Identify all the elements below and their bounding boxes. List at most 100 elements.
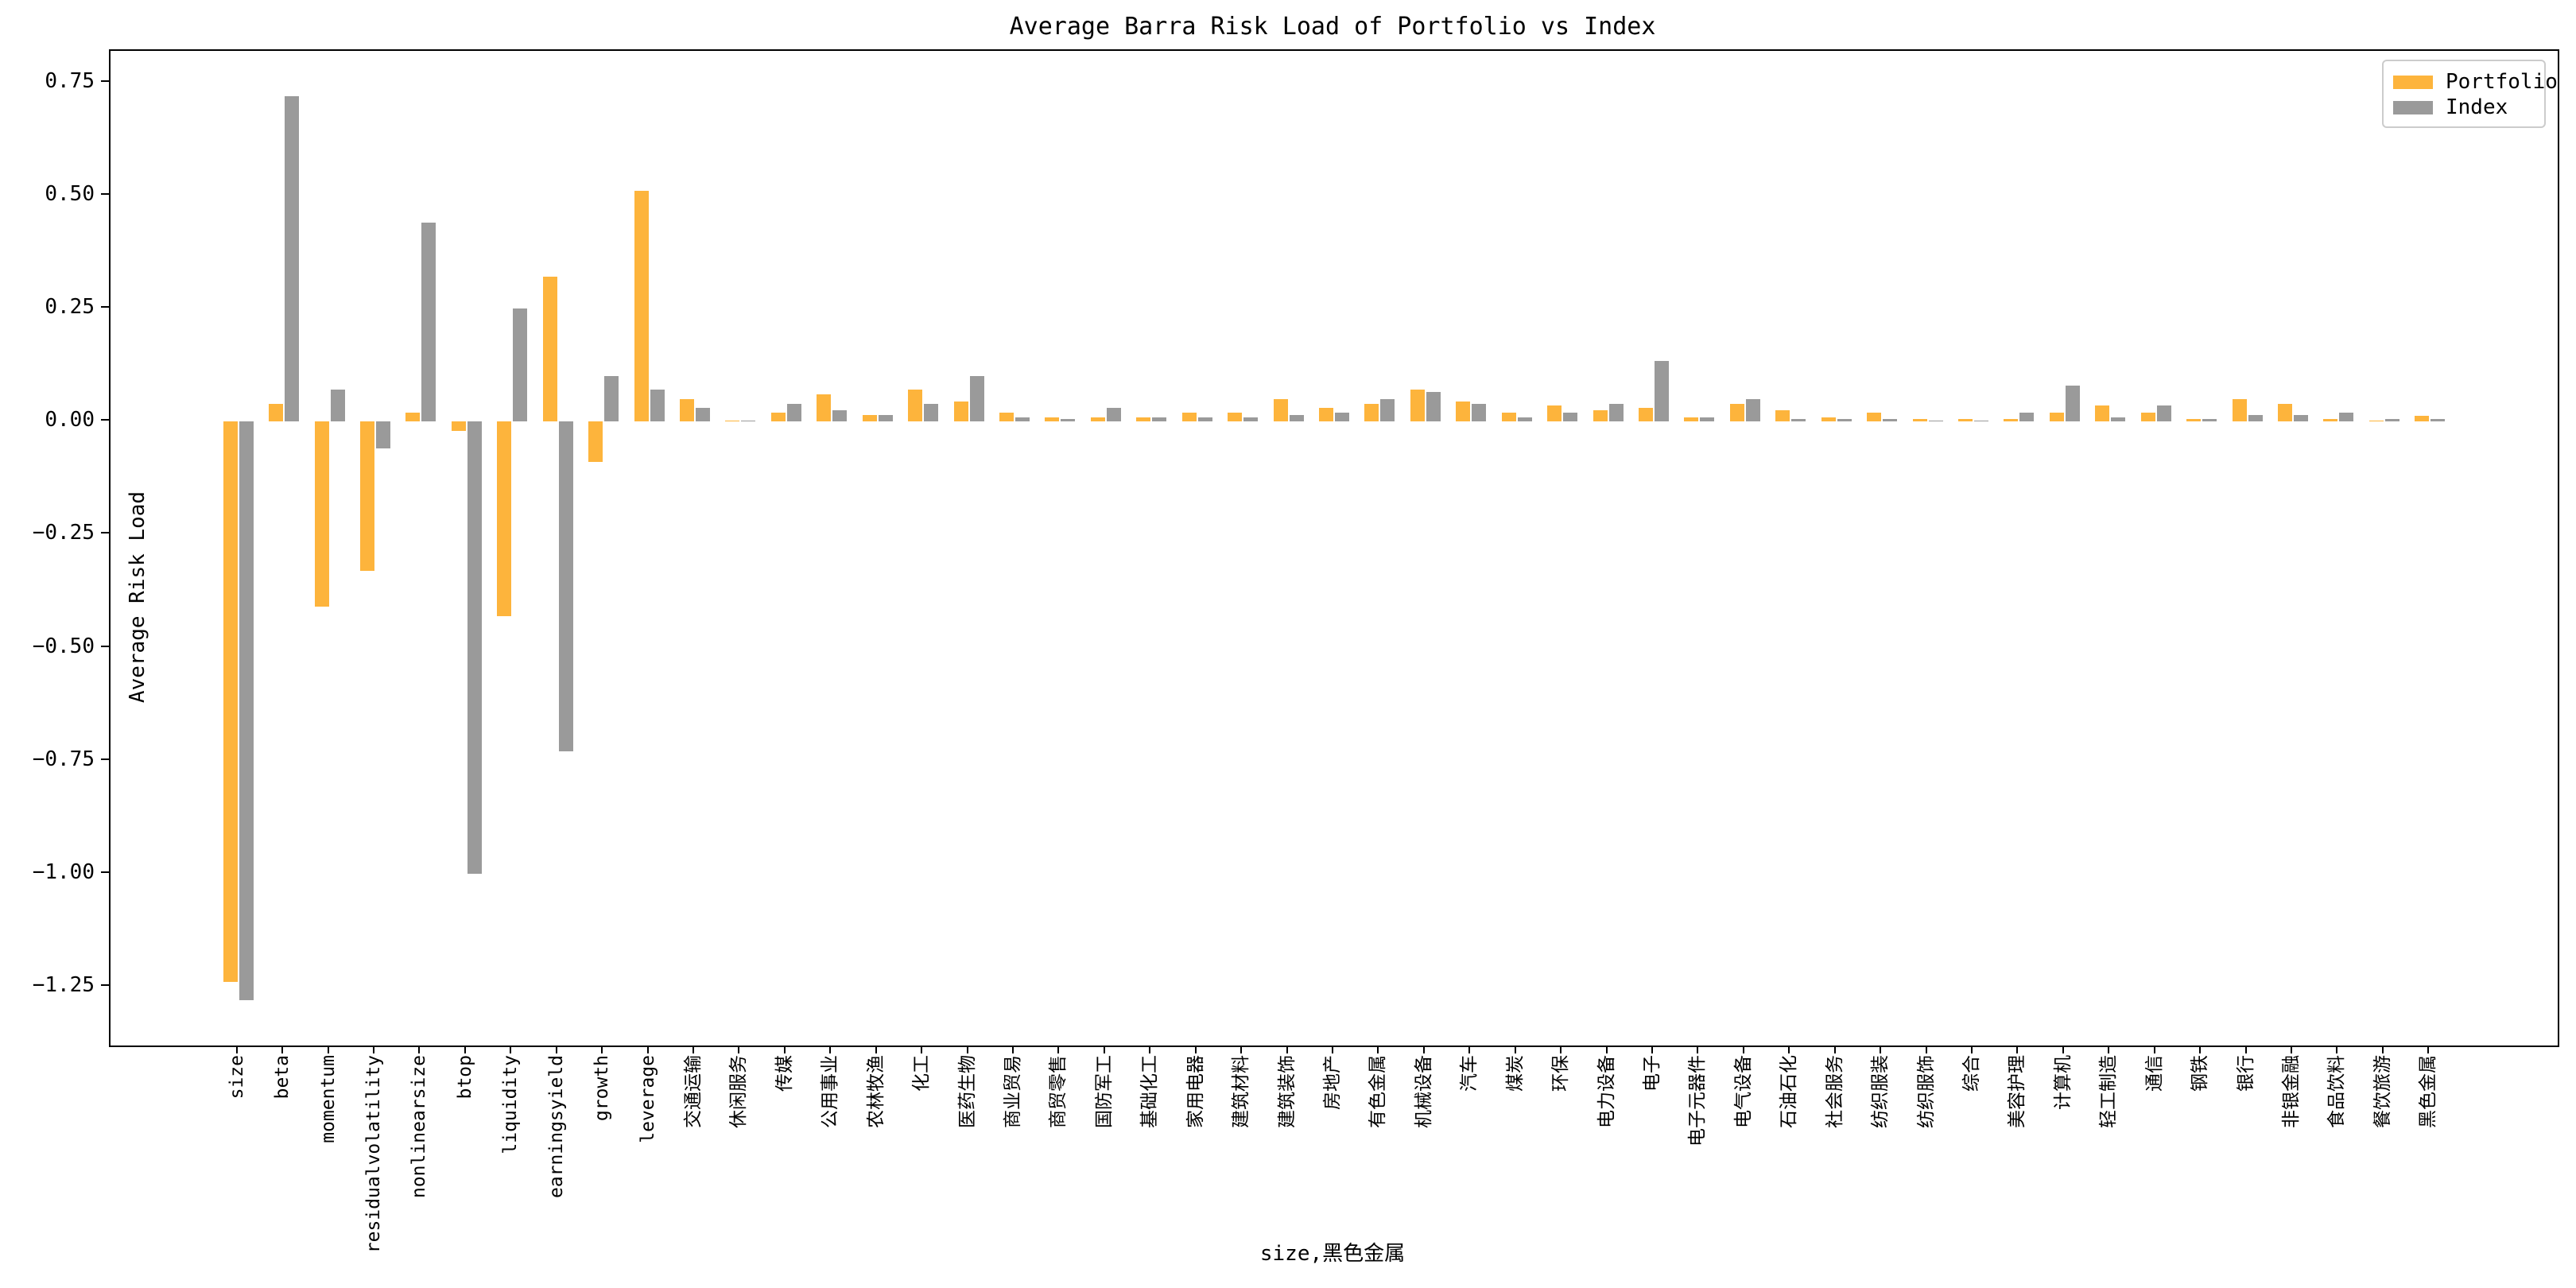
bar-index-btop — [467, 421, 482, 874]
x-tick-mark — [2336, 1046, 2338, 1053]
bar-portfolio-growth — [588, 421, 603, 463]
x-tick-label: leverage — [637, 1055, 658, 1143]
x-tick-label: 环保 — [1550, 1055, 1572, 1092]
x-tick-mark — [1194, 1046, 1197, 1053]
bar-portfolio-休闲服务 — [725, 420, 740, 422]
x-tick-label: 纺织服装 — [1870, 1055, 1891, 1128]
bar-index-电子 — [1655, 360, 1669, 422]
bar-index-化工 — [924, 403, 939, 422]
bar-portfolio-电力设备 — [1593, 410, 1608, 422]
bar-portfolio-电气设备 — [1729, 403, 1744, 422]
x-tick-label: 银行 — [2235, 1055, 2256, 1092]
bar-portfolio-纺织服装 — [1867, 412, 1882, 422]
bar-portfolio-通信 — [2140, 412, 2155, 422]
y-tick-mark — [101, 532, 109, 534]
bar-index-医药生物 — [969, 376, 984, 422]
bar-portfolio-环保 — [1547, 405, 1562, 422]
bar-index-建筑材料 — [1243, 417, 1259, 422]
bar-portfolio-电子元器件 — [1684, 417, 1699, 422]
x-tick-mark — [2291, 1046, 2292, 1053]
x-tick-label: 化工 — [911, 1055, 933, 1092]
x-tick-mark — [1833, 1046, 1836, 1053]
x-tick-mark — [1103, 1046, 1105, 1053]
bar-portfolio-国防军工 — [1090, 417, 1105, 422]
chart-title: Average Barra Risk Load of Portfolio vs … — [1009, 13, 1656, 41]
x-tick-label: 非银金融 — [2281, 1055, 2302, 1128]
x-tick-mark — [1332, 1046, 1333, 1053]
bar-portfolio-轻工制造 — [2095, 405, 2110, 422]
legend-item-index: Index — [2393, 95, 2544, 120]
bar-index-非银金融 — [2294, 414, 2308, 422]
x-tick-label: 综合 — [1961, 1055, 1982, 1092]
bar-index-公用事业 — [832, 410, 848, 422]
x-tick-mark — [418, 1046, 421, 1053]
x-tick-mark — [921, 1046, 923, 1053]
bar-index-基础化工 — [1152, 417, 1167, 422]
bar-portfolio-earningsyield — [542, 277, 557, 422]
bar-portfolio-商贸零售 — [1045, 417, 1060, 422]
x-tick-label: beta — [272, 1055, 293, 1100]
bar-portfolio-家用电器 — [1181, 412, 1197, 422]
x-tick-label: 社会服务 — [1824, 1055, 1845, 1128]
x-tick-mark — [1240, 1046, 1243, 1053]
bar-index-社会服务 — [1837, 419, 1852, 422]
x-tick-mark — [1011, 1046, 1014, 1053]
bar-portfolio-beta — [269, 403, 284, 422]
bar-portfolio-nonlinearsize — [405, 412, 421, 422]
x-tick-label: 建筑装饰 — [1276, 1055, 1298, 1128]
legend-label: Index — [2446, 95, 2508, 119]
x-tick-mark — [829, 1046, 832, 1053]
bar-index-轻工制造 — [2111, 417, 2126, 422]
x-tick-label: 传媒 — [774, 1055, 795, 1092]
bar-index-黑色金属 — [2431, 419, 2446, 422]
y-tick-mark — [101, 306, 109, 308]
bar-index-传媒 — [786, 403, 801, 422]
x-tick-label: liquidity — [500, 1055, 522, 1154]
bar-index-交通运输 — [695, 408, 710, 422]
bar-portfolio-美容护理 — [2004, 419, 2019, 422]
x-tick-label: 电气设备 — [1732, 1055, 1754, 1128]
legend: Portfolio Index — [2382, 60, 2558, 128]
bar-index-earningsyield — [558, 421, 573, 752]
x-tick-label: 基础化工 — [1139, 1055, 1161, 1128]
y-tick-mark — [101, 192, 109, 195]
bar-portfolio-食品饮料 — [2323, 419, 2338, 422]
bar-portfolio-煤炭 — [1501, 412, 1516, 422]
x-tick-label: size — [226, 1055, 247, 1100]
x-tick-mark — [1286, 1046, 1288, 1053]
x-tick-mark — [510, 1046, 512, 1053]
x-tick-mark — [2244, 1046, 2247, 1053]
y-tick-label: 0.50 — [45, 181, 95, 206]
x-tick-label: 交通运输 — [682, 1055, 704, 1128]
x-tick-label: 房地产 — [1322, 1055, 1343, 1110]
bar-index-通信 — [2156, 405, 2171, 422]
bar-portfolio-非银金融 — [2278, 403, 2292, 422]
bar-index-电气设备 — [1745, 398, 1760, 422]
bar-index-钢铁 — [2202, 419, 2217, 422]
y-tick-label: 0.25 — [45, 295, 95, 320]
y-axis-label: Average Risk Load — [126, 491, 149, 704]
x-tick-mark — [1697, 1046, 1699, 1053]
bar-portfolio-size — [223, 421, 238, 983]
bar-index-nonlinearsize — [421, 223, 436, 422]
x-tick-mark — [2016, 1046, 2019, 1053]
bar-index-beta — [285, 95, 300, 422]
bar-index-momentum — [330, 390, 345, 422]
x-tick-label: 有色金属 — [1368, 1055, 1389, 1128]
bar-portfolio-银行 — [2232, 398, 2247, 422]
x-tick-label: 医药生物 — [956, 1055, 978, 1128]
x-tick-label: 黑色金属 — [2418, 1055, 2439, 1128]
bar-index-美容护理 — [2019, 412, 2035, 422]
bar-index-房地产 — [1335, 412, 1349, 422]
bar-portfolio-传媒 — [770, 412, 786, 422]
x-tick-label: 通信 — [2143, 1055, 2165, 1092]
x-tick-label: 餐饮旅游 — [2372, 1055, 2393, 1128]
bar-index-商业贸易 — [1014, 417, 1030, 422]
x-tick-label: 公用事业 — [820, 1055, 841, 1128]
bar-index-环保 — [1563, 412, 1578, 422]
bar-portfolio-医药生物 — [953, 401, 968, 422]
x-tick-label: 轻工制造 — [2098, 1055, 2120, 1128]
x-axis-label: size,黑色金属 — [1259, 1242, 1406, 1266]
x-tick-label: 煤炭 — [1504, 1055, 1526, 1092]
